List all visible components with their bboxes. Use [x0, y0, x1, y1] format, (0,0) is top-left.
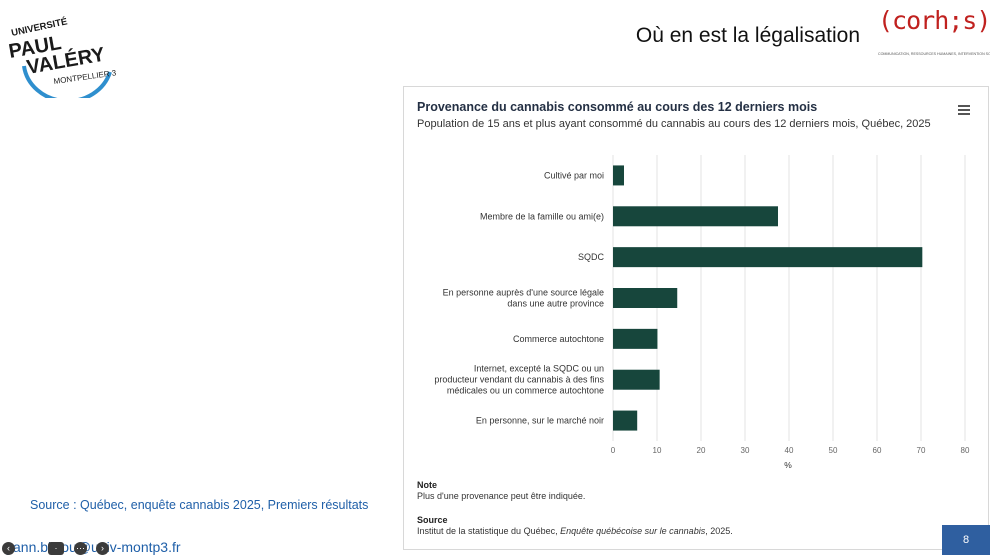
- corhis-logo-word: (corh;s): [878, 6, 991, 35]
- email-link[interactable]: yann.bisiou@univ-montp3.fr: [6, 539, 181, 555]
- category-label-line: médicales ou un commerce autochtone: [447, 386, 604, 396]
- category-label-line: dans une autre province: [507, 299, 604, 309]
- bar: [613, 328, 658, 349]
- x-tick-label: 80: [961, 446, 970, 455]
- category-label: En personne auprès d'une source légale da…: [443, 288, 604, 309]
- chart-subtitle: Population de 15 ans et plus ayant conso…: [417, 118, 931, 130]
- x-tick-label: 60: [873, 446, 882, 455]
- source-text: Institut de la statistique du Québec, En…: [417, 526, 733, 536]
- note-text: Plus d'une provenance peut être indiquée…: [417, 491, 586, 501]
- bar: [613, 369, 660, 390]
- category-label-line: En personne, sur le marché noir: [476, 416, 604, 426]
- bar: [613, 410, 638, 431]
- category-label-line: producteur vendant du cannabis à des fin…: [434, 375, 604, 385]
- category-label-line: Membre de la famille ou ami(e): [480, 211, 604, 221]
- bar-chart: 0 10 20 30 40 50 60 70 80% Cultivé par moi Membre …: [434, 155, 970, 470]
- captions-icon[interactable]: ·: [48, 542, 64, 555]
- x-tick-label: 10: [653, 446, 662, 455]
- next-slide-icon[interactable]: ›: [96, 542, 109, 555]
- category-label: En personne, sur le marché noir: [476, 416, 604, 426]
- source-text-end: , 2025.: [705, 526, 733, 536]
- x-tick-label: 40: [785, 446, 794, 455]
- x-tick-label: 30: [741, 446, 750, 455]
- more-options-icon[interactable]: ⋯: [74, 542, 87, 555]
- x-tick-label: 50: [829, 446, 838, 455]
- slide-title: Où en est la légalisation: [635, 24, 860, 47]
- page-number: 8: [942, 525, 990, 555]
- slide-source: Source : Québec, enquête cannabis 2025, …: [30, 498, 369, 512]
- bar: [613, 206, 778, 227]
- bar: [613, 247, 923, 268]
- category-label: Commerce autochtone: [513, 334, 604, 344]
- category-label: Membre de la famille ou ami(e): [480, 211, 604, 221]
- bar: [613, 288, 678, 308]
- category-label: Internet, excepté la SQDC ou un producteu…: [434, 364, 604, 396]
- x-axis-label: %: [784, 460, 792, 470]
- x-tick-label: 20: [697, 446, 706, 455]
- category-label: Cultivé par moi: [544, 170, 604, 180]
- category-label-line: Cultivé par moi: [544, 170, 604, 180]
- x-tick-label: 70: [917, 446, 926, 455]
- category-label-line: Commerce autochtone: [513, 334, 604, 344]
- category-label-line: SQDC: [578, 252, 605, 262]
- category-label-line: Internet, excepté la SQDC ou un: [474, 364, 604, 374]
- corhis-logo: (corh;s) COMMUNICATION, RESSOURCES HUMAI…: [878, 6, 991, 64]
- chart-panel: Provenance du cannabis consommé au cours…: [403, 86, 989, 550]
- prev-slide-icon[interactable]: ‹: [2, 542, 15, 555]
- category-label: SQDC: [578, 252, 605, 262]
- x-tick-label: 0: [611, 446, 616, 455]
- source-label: Source: [417, 515, 448, 525]
- source-text-start: Institut de la statistique du Québec,: [417, 526, 561, 536]
- chart-title: Provenance du cannabis consommé au cours…: [417, 100, 818, 114]
- chart-menu-icon[interactable]: [958, 105, 970, 115]
- universite-paul-valery-logo: UNIVERSITÉ PAUL VALÉRY MONTPELLIER 3: [7, 16, 117, 98]
- note-label: Note: [417, 480, 437, 490]
- bar: [613, 165, 624, 186]
- source-text-italic: Enquête québécoise sur le cannabis: [560, 526, 706, 536]
- corhis-logo-tagline: COMMUNICATION, RESSOURCES HUMAINES, INTE…: [878, 52, 990, 56]
- category-label-line: En personne auprès d'une source légale: [443, 288, 604, 298]
